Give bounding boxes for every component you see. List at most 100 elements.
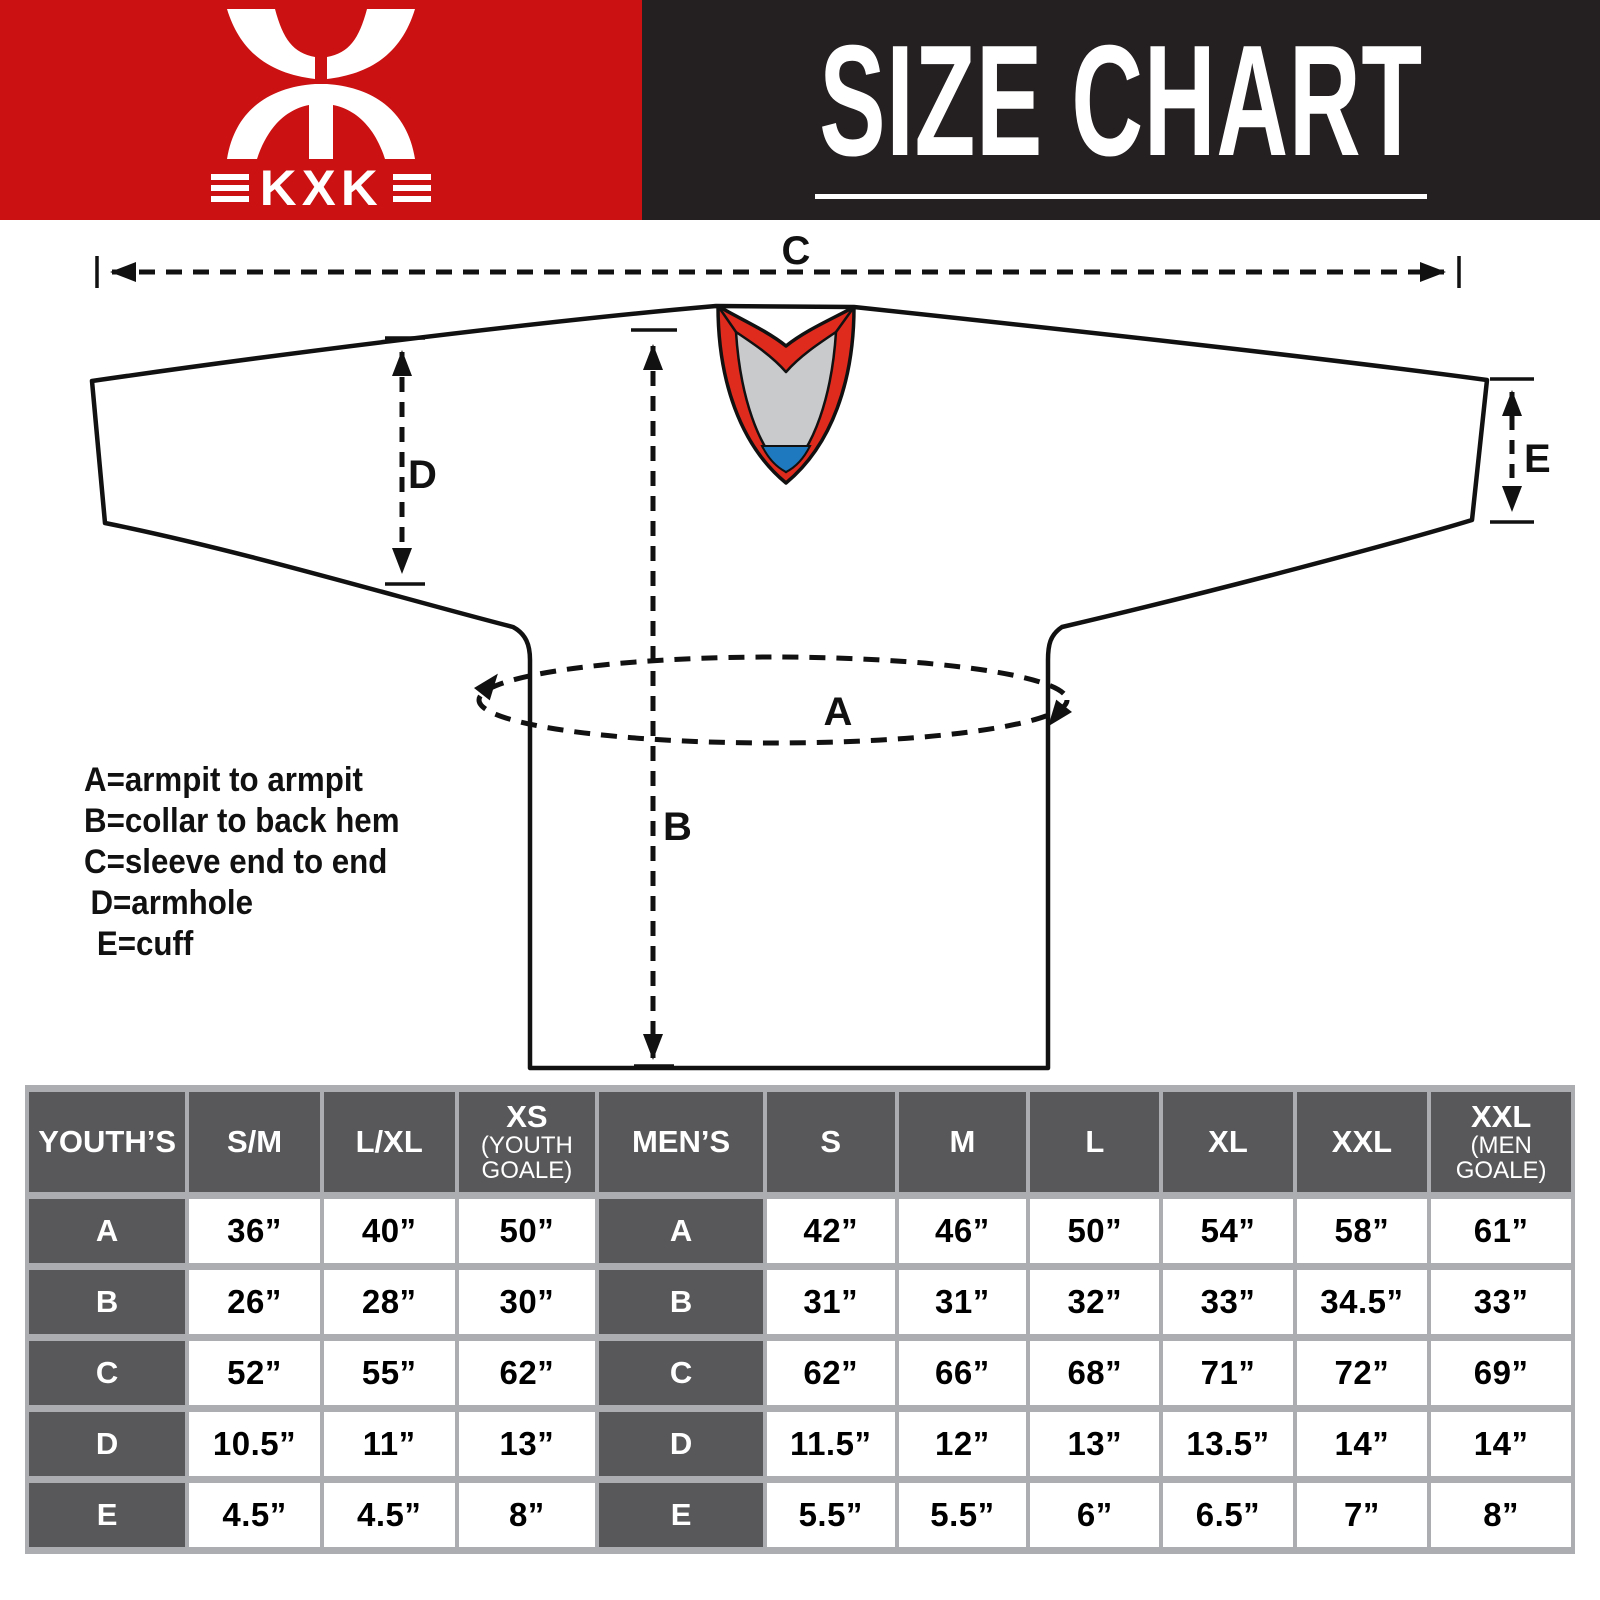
- size-value-cell: 50”: [1030, 1199, 1160, 1263]
- table-row-e: E 4.5” 4.5” 8” E 5.5” 5.5” 6” 6.5” 7” 8”: [29, 1483, 1571, 1547]
- table-row-b: B 26” 28” 30” B 31” 31” 32” 33” 34.5” 33…: [29, 1270, 1571, 1334]
- size-value-cell: 58”: [1296, 1199, 1428, 1263]
- table-row-a: A 36” 40” 50” A 42” 46” 50” 54” 58” 61”: [29, 1199, 1571, 1263]
- size-value-cell: 14”: [1431, 1412, 1571, 1476]
- row-label: D: [599, 1412, 763, 1476]
- size-value-cell: 33”: [1431, 1270, 1571, 1334]
- size-value-cell: 12”: [898, 1412, 1027, 1476]
- jersey-diagram: C D B E A A=armpit to armpit B=collar: [0, 220, 1600, 1085]
- kxk-x-icon: [226, 9, 415, 159]
- size-value-cell: 4.5”: [189, 1483, 320, 1547]
- column-header-note: (YOUTH GOALE): [480, 1132, 573, 1184]
- size-value-cell: 54”: [1163, 1199, 1293, 1263]
- page-title: SIZE CHART: [819, 12, 1423, 189]
- column-header-lxl: L/XL: [323, 1092, 455, 1192]
- column-header-youths: YOUTH’S: [29, 1092, 186, 1192]
- triple-bar-right-icon: [393, 174, 432, 202]
- collar-inner: [734, 330, 838, 474]
- row-label: D: [29, 1412, 186, 1476]
- row-label: C: [29, 1341, 186, 1405]
- column-header-xs: XS (YOUTH GOALE): [458, 1092, 596, 1192]
- row-label: B: [29, 1270, 186, 1334]
- size-value-cell: 28”: [323, 1270, 455, 1334]
- measure-a-arrowhead-right: [1048, 699, 1072, 727]
- size-value-cell: 4.5”: [323, 1483, 455, 1547]
- size-value-cell: 68”: [1030, 1341, 1160, 1405]
- legend-line-a: A=armpit to armpit: [84, 761, 363, 799]
- size-value-cell: 33”: [1163, 1270, 1293, 1334]
- size-value-cell: 8”: [458, 1483, 596, 1547]
- size-value-cell: 31”: [898, 1270, 1027, 1334]
- size-value-cell: 8”: [1431, 1483, 1571, 1547]
- size-value-cell: 26”: [189, 1270, 320, 1334]
- size-value-cell: 30”: [458, 1270, 596, 1334]
- measure-e-label: E: [1524, 437, 1551, 481]
- measurement-legend: A=armpit to armpit B=collar to back hem …: [84, 760, 400, 965]
- row-label: A: [599, 1199, 763, 1263]
- size-value-cell: 69”: [1431, 1341, 1571, 1405]
- size-value-cell: 66”: [898, 1341, 1027, 1405]
- row-label: A: [29, 1199, 186, 1263]
- header: KXK SIZE CHART: [0, 0, 1600, 220]
- column-header-xxl: XXL: [1296, 1092, 1428, 1192]
- size-value-cell: 32”: [1030, 1270, 1160, 1334]
- measure-b-label: B: [663, 805, 692, 849]
- size-value-cell: 5.5”: [898, 1483, 1027, 1547]
- measure-a-arrowhead-left: [474, 673, 498, 701]
- size-value-cell: 46”: [898, 1199, 1027, 1263]
- size-value-cell: 40”: [323, 1199, 455, 1263]
- collar-seam-right: [834, 306, 856, 333]
- table-row-c: C 52” 55” 62” C 62” 66” 68” 71” 72” 69”: [29, 1341, 1571, 1405]
- size-value-cell: 62”: [458, 1341, 596, 1405]
- collar-insert: [760, 445, 812, 474]
- row-label: E: [599, 1483, 763, 1547]
- size-value-cell: 11”: [323, 1412, 455, 1476]
- size-value-cell: 10.5”: [189, 1412, 320, 1476]
- column-header-s: S: [766, 1092, 895, 1192]
- size-value-cell: 14”: [1296, 1412, 1428, 1476]
- kxk-logo: KXK: [210, 9, 432, 216]
- size-value-cell: 55”: [323, 1341, 455, 1405]
- column-header-xl: XL: [1163, 1092, 1293, 1192]
- size-value-cell: 72”: [1296, 1341, 1428, 1405]
- size-value-cell: 61”: [1431, 1199, 1571, 1263]
- size-value-cell: 11.5”: [766, 1412, 895, 1476]
- table-row-d: D 10.5” 11” 13” D 11.5” 12” 13” 13.5” 14…: [29, 1412, 1571, 1476]
- brand-name: KXK: [259, 160, 383, 216]
- title-panel: SIZE CHART: [642, 0, 1600, 220]
- measure-a-ellipse: [476, 654, 1070, 746]
- size-value-cell: 50”: [458, 1199, 596, 1263]
- measure-a-label: A: [824, 690, 853, 734]
- size-table-grid: YOUTH’S S/M L/XL XS (YOUTH GOALE) MEN’S S…: [25, 1085, 1575, 1554]
- size-value-cell: 52”: [189, 1341, 320, 1405]
- size-table: YOUTH’S S/M L/XL XS (YOUTH GOALE) MEN’S S…: [25, 1085, 1575, 1554]
- title-underline: [815, 193, 1427, 199]
- jersey-drawing: C D B E A: [89, 229, 1551, 1071]
- table-header-row: YOUTH’S S/M L/XL XS (YOUTH GOALE) MEN’S S…: [29, 1092, 1571, 1192]
- size-value-cell: 71”: [1163, 1341, 1293, 1405]
- column-header-xxl-goalie: XXL (MEN GOALE): [1431, 1092, 1571, 1192]
- size-value-cell: 7”: [1296, 1483, 1428, 1547]
- legend-line-d: D=armhole: [90, 884, 253, 922]
- row-label: E: [29, 1483, 186, 1547]
- column-header-note: (MEN GOALE): [1455, 1132, 1547, 1184]
- size-value-cell: 36”: [189, 1199, 320, 1263]
- column-header-mens: MEN’S: [599, 1092, 763, 1192]
- legend-line-c: C=sleeve end to end: [84, 843, 388, 881]
- row-label: C: [599, 1341, 763, 1405]
- size-value-cell: 31”: [766, 1270, 895, 1334]
- size-value-cell: 13”: [458, 1412, 596, 1476]
- size-value-cell: 6.5”: [1163, 1483, 1293, 1547]
- size-value-cell: 62”: [766, 1341, 895, 1405]
- column-header-m: M: [898, 1092, 1027, 1192]
- size-value-cell: 13.5”: [1163, 1412, 1293, 1476]
- measure-c-label: C: [782, 229, 811, 273]
- row-label: B: [599, 1270, 763, 1334]
- brand-panel: KXK: [0, 0, 642, 220]
- triple-bar-left-icon: [210, 174, 249, 202]
- size-value-cell: 34.5”: [1296, 1270, 1428, 1334]
- column-header-sm: S/M: [189, 1092, 320, 1192]
- brand-row: KXK: [210, 160, 432, 216]
- measure-d-label: D: [408, 453, 437, 497]
